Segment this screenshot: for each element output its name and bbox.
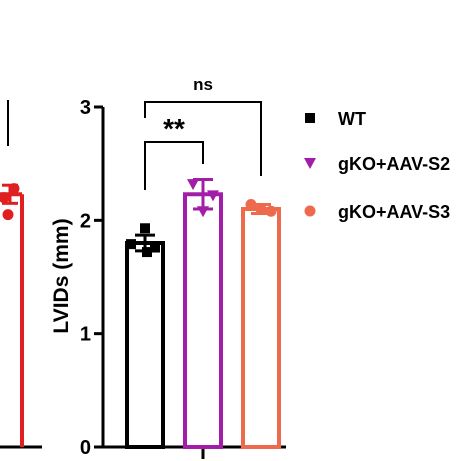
- point-1-0: [187, 179, 199, 191]
- legend-marker-2: [304, 205, 316, 217]
- legend-marker-1: [304, 158, 316, 169]
- partial-left-panel: [0, 100, 42, 449]
- legend: WT gKO+AAV-S2 gKO+AAV-S3: [304, 109, 450, 222]
- y-axis: 0 1 2 3: [80, 97, 286, 459]
- data-points: [126, 179, 277, 258]
- legend-label-1: gKO+AAV-S2: [338, 154, 450, 174]
- bar-1: [183, 192, 223, 449]
- bars: [125, 178, 281, 449]
- sig-label-0: **: [163, 113, 185, 144]
- bar-0: [125, 241, 165, 449]
- sig-bracket-0: [144, 141, 204, 190]
- point-1-1: [207, 190, 219, 202]
- legend-label-0: WT: [338, 109, 366, 129]
- point-0-0: [140, 223, 150, 234]
- point-2-0: [245, 198, 257, 210]
- point-2-1: [255, 203, 267, 215]
- point-0-3: [142, 247, 152, 258]
- y-tick-label-2: 2: [80, 210, 91, 232]
- legend-label-2: gKO+AAV-S3: [338, 202, 450, 222]
- y-tick-label-0: 0: [80, 437, 91, 459]
- left-point-2: [2, 209, 14, 221]
- left-point-1: [0, 192, 10, 204]
- point-2-2: [265, 205, 277, 217]
- bar-2: [241, 207, 281, 449]
- sig-label-1: ns: [193, 75, 213, 94]
- point-0-1: [126, 239, 136, 250]
- sig-bracket-1: [144, 101, 262, 176]
- y-tick-label-1: 1: [80, 324, 91, 346]
- point-0-2: [150, 242, 160, 253]
- left-point-0: [8, 183, 20, 195]
- point-1-2: [197, 206, 209, 218]
- legend-marker-0: [305, 113, 315, 123]
- y-axis-label: LVIDs (mm): [50, 218, 73, 333]
- significance-annotations: ** ns: [144, 75, 262, 190]
- y-tick-label-3: 3: [80, 97, 91, 119]
